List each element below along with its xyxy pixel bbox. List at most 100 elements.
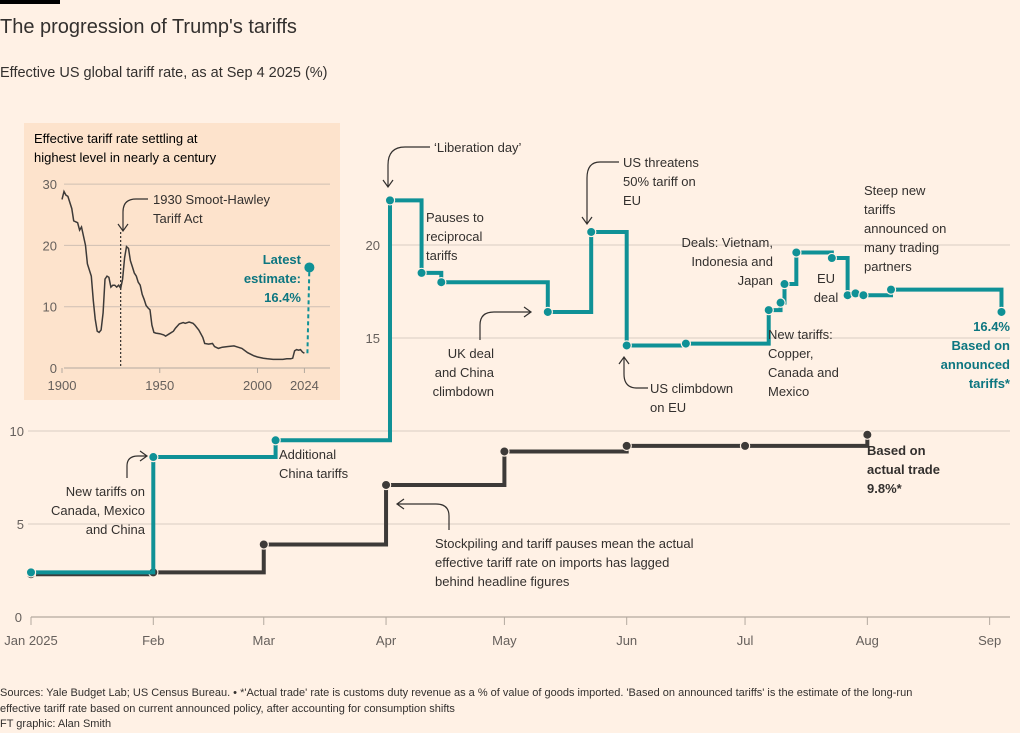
- announced-tariffs-series-point: [621, 340, 632, 351]
- annotation-pauses-line: tariffs: [426, 248, 458, 263]
- annotation-canada-mexico-china: New tariffs on Canada, Mexico and China: [51, 484, 146, 537]
- announced-tariffs-series-point: [270, 435, 281, 446]
- annotation-additional-china-line: China tariffs: [279, 466, 349, 481]
- label-announced-tariffs: 16.4% Based on announced tariffs*: [941, 319, 1011, 391]
- announced-tariffs-series-point: [826, 252, 838, 264]
- inset-x-tick-label: 1950: [145, 378, 174, 393]
- label-actual-trade-line: 9.8%*: [867, 481, 903, 496]
- inset-annotation-smoot-hawley: 1930 Smoot-Hawley Tariff Act: [153, 192, 271, 226]
- annotation-us-threatens-line: US threatens: [623, 155, 699, 170]
- annotation-us-threatens-line: EU: [623, 193, 641, 208]
- annotation-new-tariffs-copper: New tariffs: Copper, Canada and Mexico: [768, 327, 839, 399]
- x-tick-label: Sep: [978, 633, 1001, 648]
- inset-annotation-smoot-hawley-line: 1930 Smoot-Hawley: [153, 192, 271, 207]
- y-tick-label: 10: [10, 424, 24, 439]
- annotation-steep-new-tariffs-line: tariffs: [864, 202, 896, 217]
- announced-tariffs-series-point: [885, 284, 897, 295]
- x-tick-label: May: [492, 633, 517, 648]
- label-announced-tariffs-line: announced: [941, 357, 1010, 372]
- annotation-arrow: [382, 146, 430, 189]
- annotation-arrow: [117, 198, 148, 233]
- actual-trade-series-point: [862, 429, 873, 440]
- annotation-additional-china-line: Additional: [279, 447, 336, 462]
- annotation-stockpiling: Stockpiling and tariff pauses mean the a…: [435, 536, 694, 589]
- annotation-steep-new-tariffs-line: announced on: [864, 221, 946, 236]
- inset-y-tick-label: 10: [43, 300, 57, 315]
- announced-tariffs-series-point: [436, 277, 447, 288]
- annotation-uk-deal: UK deal and China climbdown: [433, 346, 495, 399]
- actual-trade-series-point: [499, 446, 510, 457]
- annotation-arrow: [479, 306, 533, 340]
- annotation-eu-deal-line: deal: [814, 290, 839, 305]
- annotation-stockpiling-line: behind headline figures: [435, 574, 570, 589]
- annotation-stockpiling-line: effective tariff rate on imports has lag…: [435, 555, 669, 570]
- announced-tariffs-series-point: [416, 267, 427, 279]
- announced-tariffs-series-point: [148, 451, 159, 463]
- y-tick-label: 15: [366, 331, 380, 346]
- annotation-pauses-line: Pauses to: [426, 210, 484, 225]
- annotation-arrow: [395, 498, 450, 530]
- annotation-additional-china: Additional China tariffs: [279, 447, 349, 481]
- actual-trade-series-line: [31, 434, 870, 577]
- footer-notes: effective tariff rate based on current a…: [0, 702, 455, 715]
- inset-x-tick-label: 2024: [290, 378, 319, 393]
- inset-historical-line: [61, 189, 305, 361]
- annotation-canada-mexico-china-line: and China: [86, 522, 146, 537]
- annotation-new-tariffs-copper-line: Copper,: [768, 346, 814, 361]
- footer-sources: Sources: Yale Budget Lab; US Census Bure…: [0, 687, 913, 699]
- annotation-new-tariffs-copper-line: New tariffs:: [768, 327, 833, 342]
- announced-tariffs-series-point: [858, 290, 869, 301]
- inset-latest-estimate-point: [304, 262, 315, 273]
- annotation-deals-line: Japan: [738, 273, 773, 288]
- chart-subtitle: Effective US global tariff rate, as at S…: [0, 65, 328, 81]
- annotation-new-tariffs-copper-line: Canada and: [768, 365, 839, 380]
- inset-annotation-latest-estimate: Latest estimate: 16.4%: [244, 252, 302, 305]
- annotation-uk-deal-line: climbdown: [433, 384, 494, 399]
- annotation-us-climbdown-line: US climbdown: [650, 381, 733, 396]
- announced-tariffs-series-point: [542, 306, 553, 318]
- inset-annotation-latest-estimate-line: 16.4%: [264, 290, 301, 305]
- inset-y-tick-label: 0: [50, 361, 57, 376]
- annotation-arrow: [581, 161, 619, 226]
- annotation-arrow: [126, 450, 149, 478]
- inset-annotation-smoot-hawley-line: Tariff Act: [153, 211, 203, 226]
- annotation-liberation-day-line: ‘Liberation day’: [434, 140, 522, 155]
- announced-tariffs-series-point: [25, 567, 37, 578]
- label-actual-trade-line: Based on: [867, 443, 926, 458]
- announced-tariffs-series-point: [680, 338, 692, 349]
- annotation-us-threatens: US threatens 50% tariff on EU: [623, 155, 699, 208]
- announced-tariffs-series-point: [585, 226, 597, 238]
- label-announced-tariffs-line: 16.4%: [973, 319, 1010, 334]
- chart-title: The progression of Trump's tariffs: [0, 16, 297, 38]
- inset-x-tick-label: 1900: [48, 378, 77, 393]
- annotation-us-threatens-line: 50% tariff on: [623, 174, 696, 189]
- annotation-pauses-line: reciprocal: [426, 229, 482, 244]
- announced-tariffs-series-point: [791, 247, 802, 258]
- inset-y-tick-label: 30: [43, 177, 57, 192]
- inset-latest-estimate-line: [306, 267, 311, 354]
- annotation-steep-new-tariffs-line: many trading: [864, 240, 939, 255]
- inset-title-line: highest level in nearly a century: [34, 150, 217, 165]
- inset-y-tick-label: 20: [43, 238, 57, 253]
- announced-tariffs-series-point: [779, 278, 790, 290]
- inset-annotation-latest-estimate-line: Latest: [263, 252, 302, 267]
- annotation-deals-line: Indonesia and: [691, 254, 773, 269]
- x-tick-label: Feb: [142, 633, 164, 648]
- label-actual-trade: Based on actual trade 9.8%*: [867, 443, 940, 496]
- annotation-canada-mexico-china-line: Canada, Mexico: [51, 503, 145, 518]
- x-tick-label: Jul: [737, 633, 754, 648]
- label-announced-tariffs-line: tariffs*: [969, 376, 1011, 391]
- footer-credit: FT graphic: Alan Smith: [0, 718, 112, 730]
- announced-tariffs-series-point: [996, 306, 1007, 318]
- inset-chart: Effective tariff rate settling at highest…: [24, 123, 340, 400]
- actual-trade-series-point: [380, 479, 392, 491]
- y-tick-label: 5: [17, 517, 24, 532]
- inset-x-tick-label: 2000: [243, 378, 272, 393]
- announced-tariffs-series-point: [775, 297, 786, 308]
- annotation-steep-new-tariffs: Steep new tariffs announced on many trading…: [864, 183, 946, 274]
- x-tick-label: Jan 2025: [4, 633, 58, 648]
- actual-trade-series-point: [739, 440, 751, 452]
- footer: Sources: Yale Budget Lab; US Census Bure…: [0, 686, 1010, 733]
- label-announced-tariffs-line: Based on: [951, 338, 1010, 353]
